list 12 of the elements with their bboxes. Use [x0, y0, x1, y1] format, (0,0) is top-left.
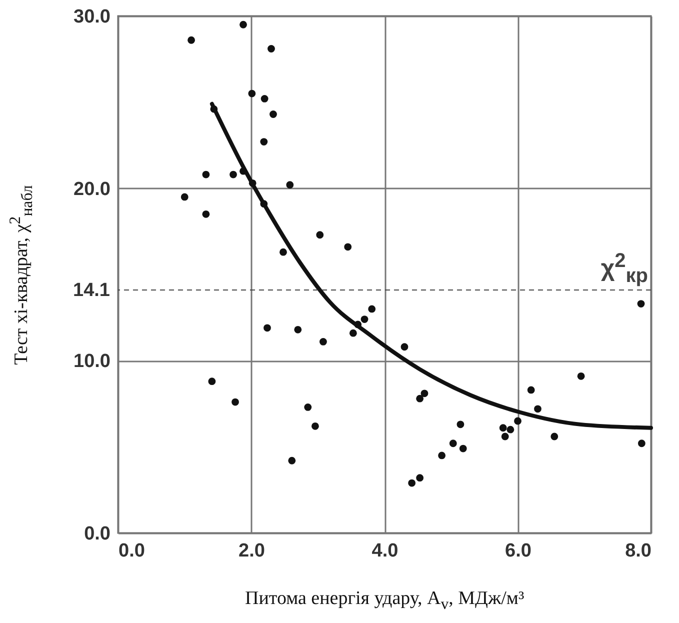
x-tick-label: 0.0 [118, 540, 145, 562]
x-tick-label: 4.0 [372, 540, 398, 562]
x-axis-title: Питома енергія удару, A$_{v}$, МДж/м³ [245, 588, 524, 614]
ref-line-label: 14.1 [73, 280, 110, 302]
y-tick-label: 30.0 [74, 6, 110, 28]
line-series [210, 102, 653, 430]
x-tick-label: 6.0 [505, 540, 532, 562]
y-tick-label: 10.0 [74, 351, 110, 372]
y-tick-label: 20.0 [74, 178, 110, 200]
x-tick-label: 2.0 [238, 540, 265, 562]
x-tick-label: 8.0 [625, 540, 652, 562]
y-tick-label: 0.0 [84, 524, 110, 544]
